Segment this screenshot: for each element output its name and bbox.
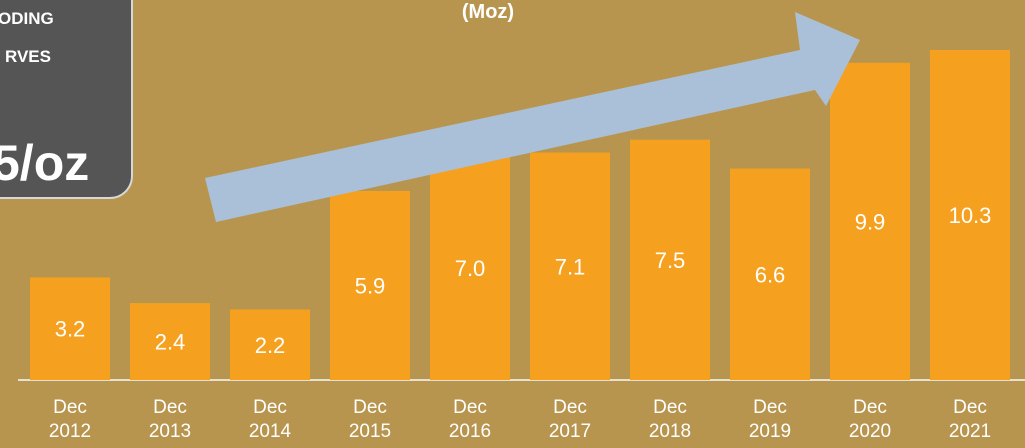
x-tick-label: Dec 2018: [648, 397, 692, 442]
bar: [730, 168, 810, 380]
bar: [130, 303, 210, 380]
x-tick-label: Dec 2019: [748, 397, 792, 442]
trend-arrow: [205, 12, 860, 222]
value-label: 9.9: [855, 209, 886, 234]
box-value: 5/oz: [0, 135, 89, 191]
x-tick-label: Dec 2016: [448, 397, 492, 442]
bar: [830, 62, 910, 381]
bar: [630, 139, 710, 380]
value-label: 5.9: [355, 273, 386, 298]
x-tick-label: Dec 2021: [948, 397, 992, 442]
x-tick-label: Dec 2014: [248, 397, 292, 442]
bar: [930, 50, 1010, 380]
info-box: [0, 0, 133, 199]
bar: [330, 190, 410, 380]
bar: [530, 152, 610, 380]
box-text: RVES: [5, 47, 51, 66]
x-tick-label: Dec 2015: [348, 397, 392, 442]
chart-title: (Moz): [462, 1, 514, 23]
value-label: 2.4: [155, 330, 186, 355]
value-label: 7.0: [455, 256, 486, 281]
x-tick-label: Dec 2012: [48, 397, 92, 442]
x-tick-label: Dec 2017: [548, 397, 592, 442]
value-label: 3.2: [55, 317, 86, 342]
box-text: ODING: [0, 9, 54, 28]
value-label: 6.6: [755, 262, 786, 287]
x-tick-label: Dec 2020: [848, 397, 892, 442]
value-label: 2.2: [255, 333, 286, 358]
x-tick-label: Dec 2013: [148, 397, 192, 442]
bar: [30, 277, 110, 380]
value-label: 7.1: [555, 254, 586, 279]
value-label: 10.3: [949, 203, 992, 228]
bar: [230, 309, 310, 380]
bars: 3.2 2.4 2.2 5.9 7.0 7.1 7.5 6.6 9.9 10.3: [30, 50, 1010, 381]
bar: [430, 155, 510, 380]
value-label: 7.5: [655, 248, 686, 273]
